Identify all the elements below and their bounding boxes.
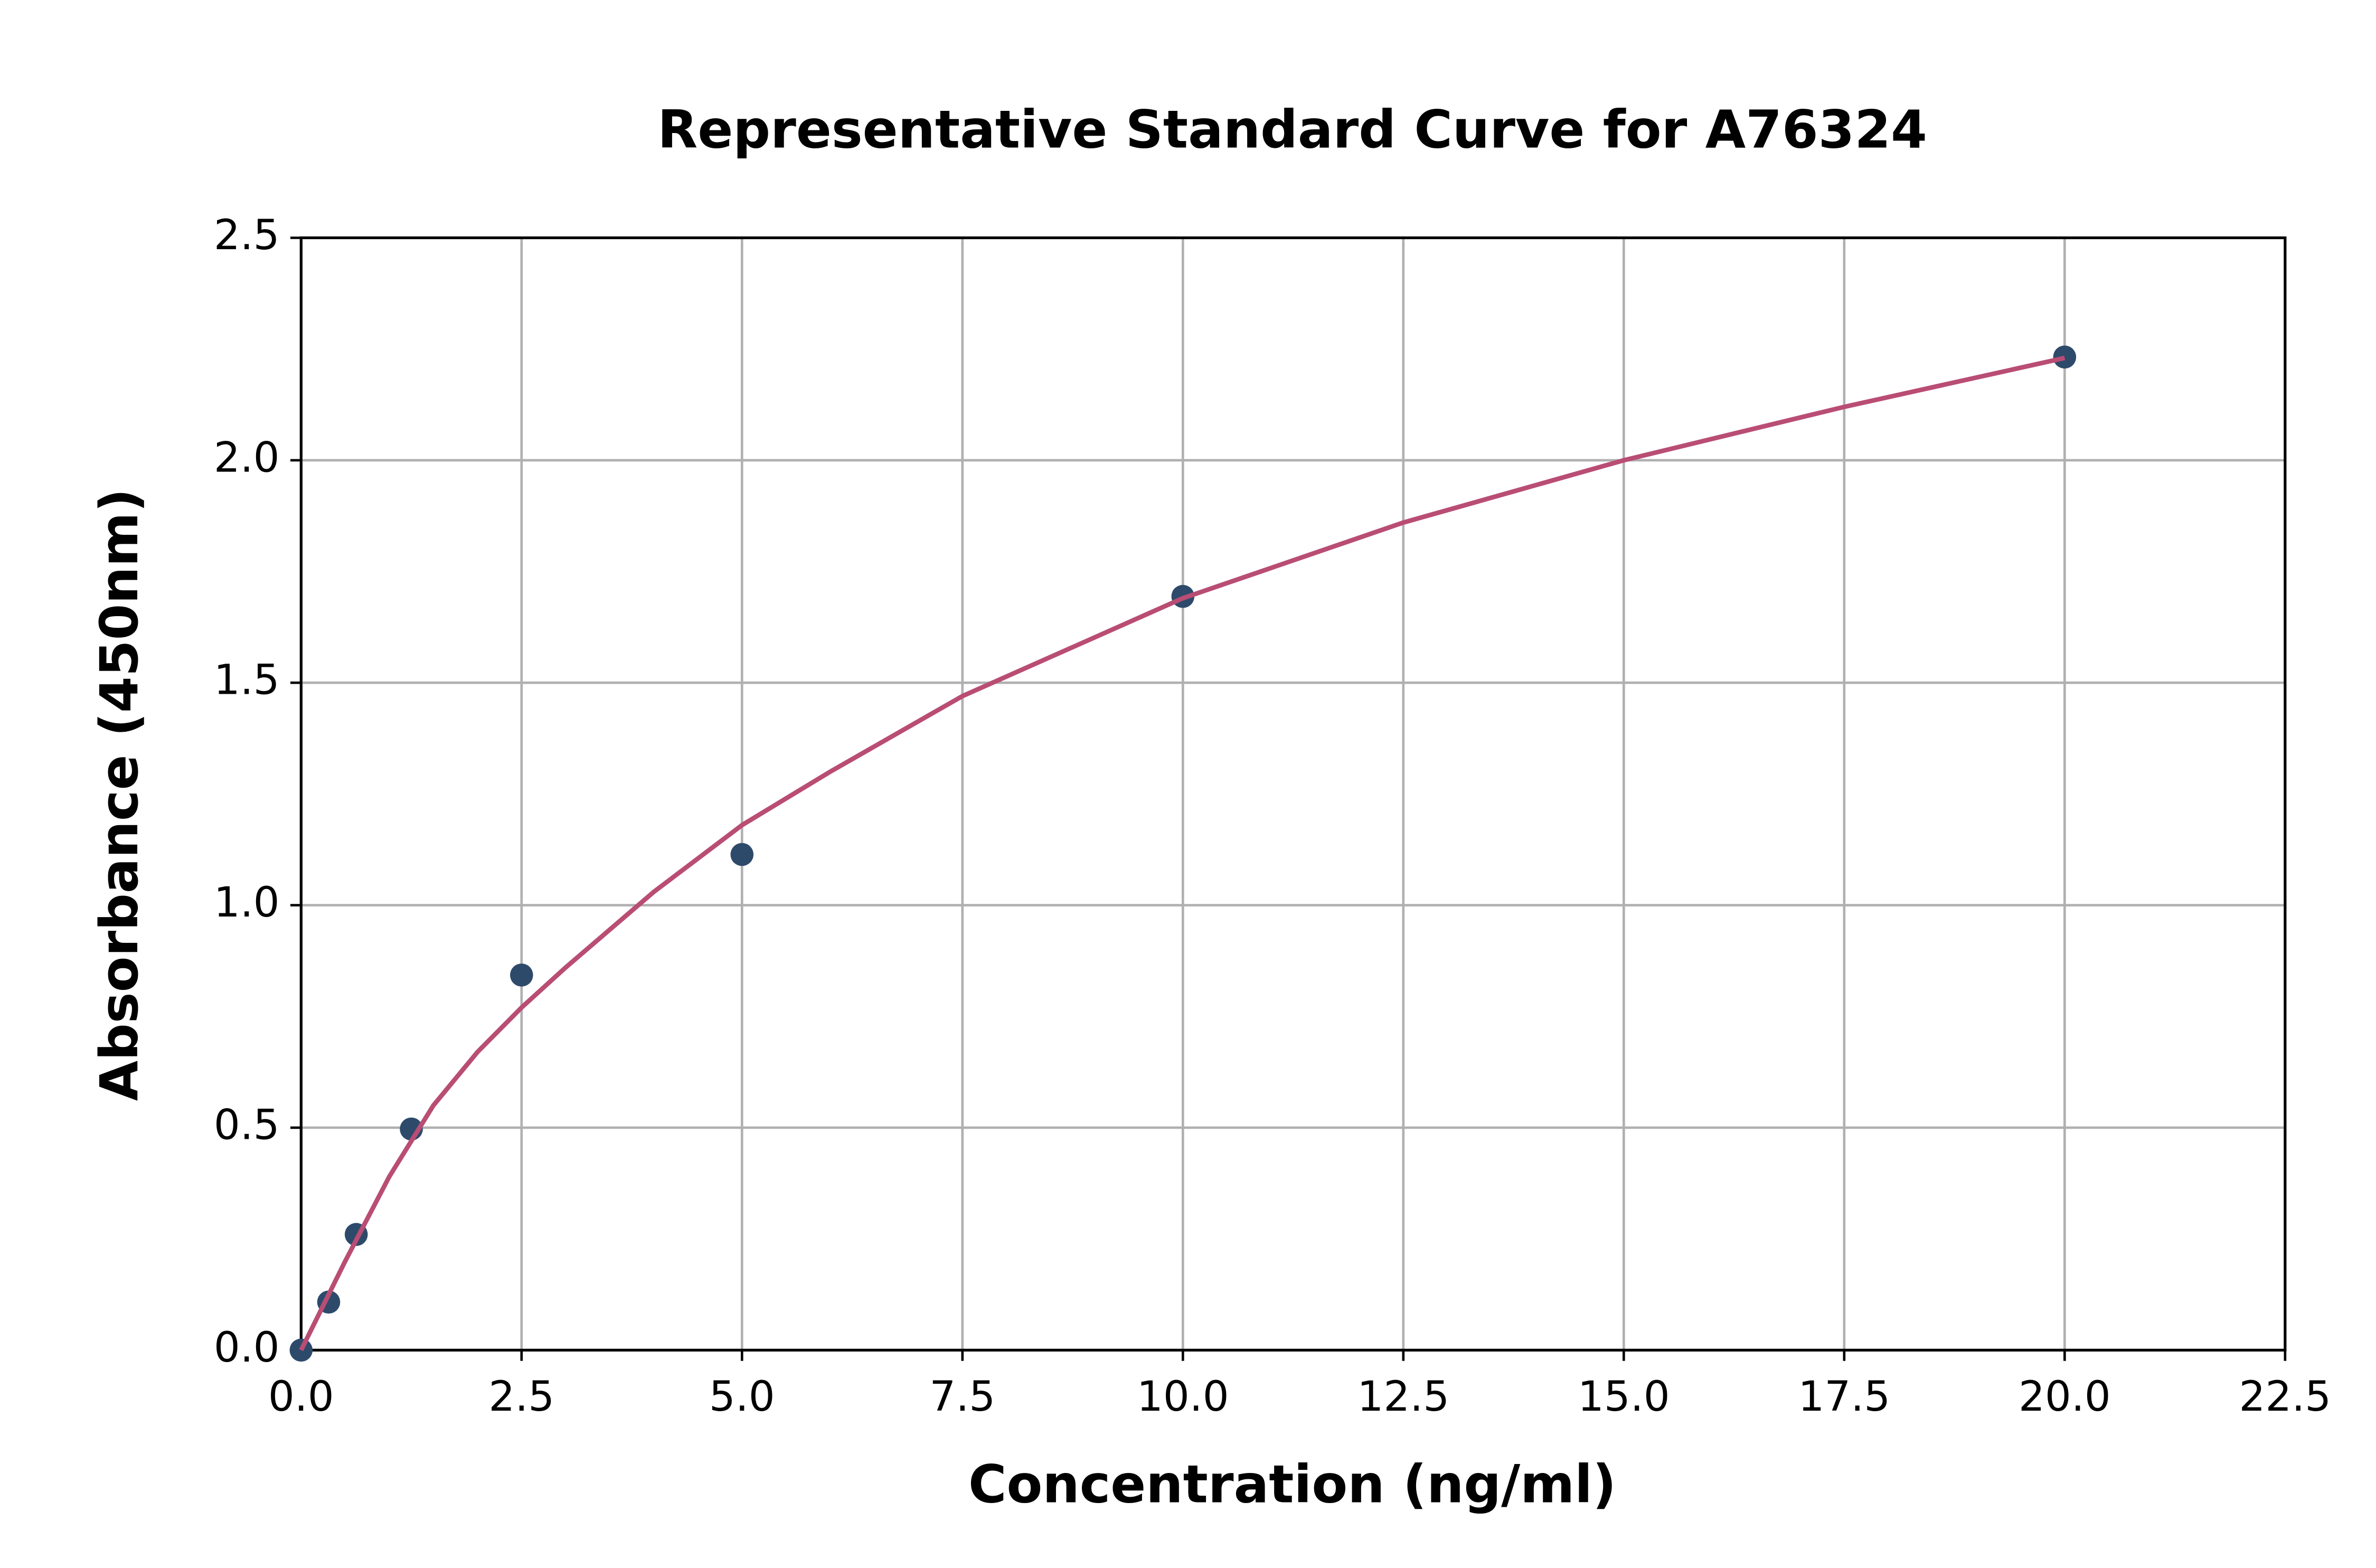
chart-title: Representative Standard Curve for A76324 [657, 100, 1927, 160]
data-point [730, 843, 754, 866]
data-point [510, 964, 533, 987]
x-tick-label: 10.0 [1137, 1372, 1229, 1421]
x-tick-label: 17.5 [1798, 1372, 1890, 1421]
y-tick-label: 2.0 [214, 433, 280, 481]
y-tick-label: 1.0 [214, 878, 280, 927]
fit-curve [299, 355, 2066, 1352]
x-tick-label: 5.0 [709, 1372, 775, 1421]
x-tick-label: 7.5 [929, 1372, 995, 1421]
y-tick-label: 0.5 [214, 1100, 280, 1149]
x-tick-label: 22.5 [2239, 1372, 2331, 1421]
y-axis-label: Absorbance (450nm) [89, 488, 150, 1101]
x-tick-label: 15.0 [1578, 1372, 1670, 1421]
x-tick-label: 12.5 [1357, 1372, 1449, 1421]
x-tick-label: 0.0 [268, 1372, 334, 1421]
x-tick-label: 20.0 [2019, 1372, 2111, 1421]
y-tick-label: 0.0 [214, 1323, 280, 1372]
y-tick-label: 2.5 [214, 211, 280, 259]
x-tick-label: 2.5 [488, 1372, 554, 1421]
plot-frame [299, 236, 2287, 1352]
y-tick-label: 1.5 [214, 656, 280, 704]
data-point [2053, 345, 2077, 369]
x-axis-label: Concentration (ng/ml) [968, 1454, 1616, 1515]
